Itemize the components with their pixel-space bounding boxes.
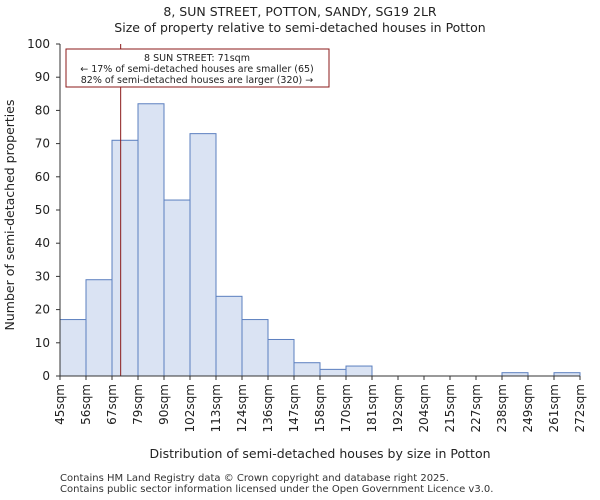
y-tick-label: 100 <box>27 37 50 51</box>
bar-113sqm <box>215 295 243 377</box>
y-tick-label: 50 <box>35 203 50 217</box>
bar-158sqm <box>319 368 347 377</box>
x-ticks: 45sqm 56sqm 67sqm 79sqm 90sqm 102sqm 113sqm 124… <box>53 376 587 432</box>
x-tick-label: 45sqm <box>53 384 67 425</box>
bar-170sqm <box>345 365 373 377</box>
attribution-line-2: Contains public sector information licen… <box>60 484 494 495</box>
annotation-line-1: 8 SUN STREET: 71sqm <box>144 53 250 64</box>
y-tick-label: 70 <box>35 137 50 151</box>
bar-45sqm <box>59 319 87 377</box>
bar-124sqm <box>241 319 269 377</box>
x-tick-label: 124sqm <box>235 384 249 432</box>
y-tick-label: 90 <box>35 70 50 84</box>
x-tick-label: 136sqm <box>261 384 275 432</box>
bar-147sqm <box>293 362 321 377</box>
attribution-line-1: Contains HM Land Registry data © Crown c… <box>60 473 449 484</box>
x-tick-label: 261sqm <box>547 384 561 432</box>
x-axis-label: Distribution of semi-detached houses by … <box>149 446 490 461</box>
y-tick-label: 10 <box>35 336 50 350</box>
bars-group <box>59 103 581 377</box>
annotation-line-2: ← 17% of semi-detached houses are smalle… <box>80 64 314 75</box>
chart-title: 8, SUN STREET, POTTON, SANDY, SG19 2LR <box>163 4 437 19</box>
annotation-line-3: 82% of semi-detached houses are larger (… <box>81 75 314 86</box>
x-tick-label: 238sqm <box>495 384 509 432</box>
y-tick-label: 60 <box>35 170 50 184</box>
bar-90sqm <box>163 199 191 377</box>
x-tick-label: 227sqm <box>469 384 483 432</box>
x-tick-label: 147sqm <box>287 384 301 432</box>
bar-136sqm <box>267 338 295 377</box>
attribution-footer: Contains HM Land Registry data © Crown c… <box>60 473 493 495</box>
x-tick-label: 215sqm <box>443 384 457 432</box>
bar-102sqm <box>189 133 217 377</box>
x-tick-label: 192sqm <box>391 384 405 432</box>
x-tick-label: 204sqm <box>417 384 431 432</box>
x-tick-label: 181sqm <box>365 384 379 432</box>
bar-56sqm <box>85 279 113 377</box>
y-tick-label: 30 <box>35 269 50 283</box>
y-ticks: 0 10 20 30 40 50 60 70 80 90 100 <box>27 37 60 383</box>
y-tick-label: 40 <box>35 236 50 250</box>
bar-79sqm <box>137 103 165 377</box>
x-tick-label: 113sqm <box>209 384 223 432</box>
annotation-frame <box>65 48 330 88</box>
x-tick-label: 67sqm <box>105 384 119 425</box>
x-tick-label: 249sqm <box>521 384 535 432</box>
y-tick-label: 0 <box>42 369 50 383</box>
y-axis-label: Number of semi-detached properties <box>2 100 17 331</box>
x-tick-label: 158sqm <box>313 384 327 432</box>
chart-subtitle: Size of property relative to semi-detach… <box>114 20 485 35</box>
x-tick-label: 56sqm <box>79 384 93 425</box>
x-tick-label: 102sqm <box>183 384 197 432</box>
y-tick-label: 80 <box>35 103 50 117</box>
x-tick-label: 272sqm <box>573 384 587 432</box>
bar-67sqm <box>111 139 139 377</box>
x-tick-label: 79sqm <box>131 384 145 425</box>
x-tick-label: 90sqm <box>157 384 171 425</box>
annotation-box: 8 SUN STREET: 71sqm ← 17% of semi-detach… <box>65 48 330 88</box>
x-tick-label: 170sqm <box>339 384 353 432</box>
y-tick-label: 20 <box>35 303 50 317</box>
